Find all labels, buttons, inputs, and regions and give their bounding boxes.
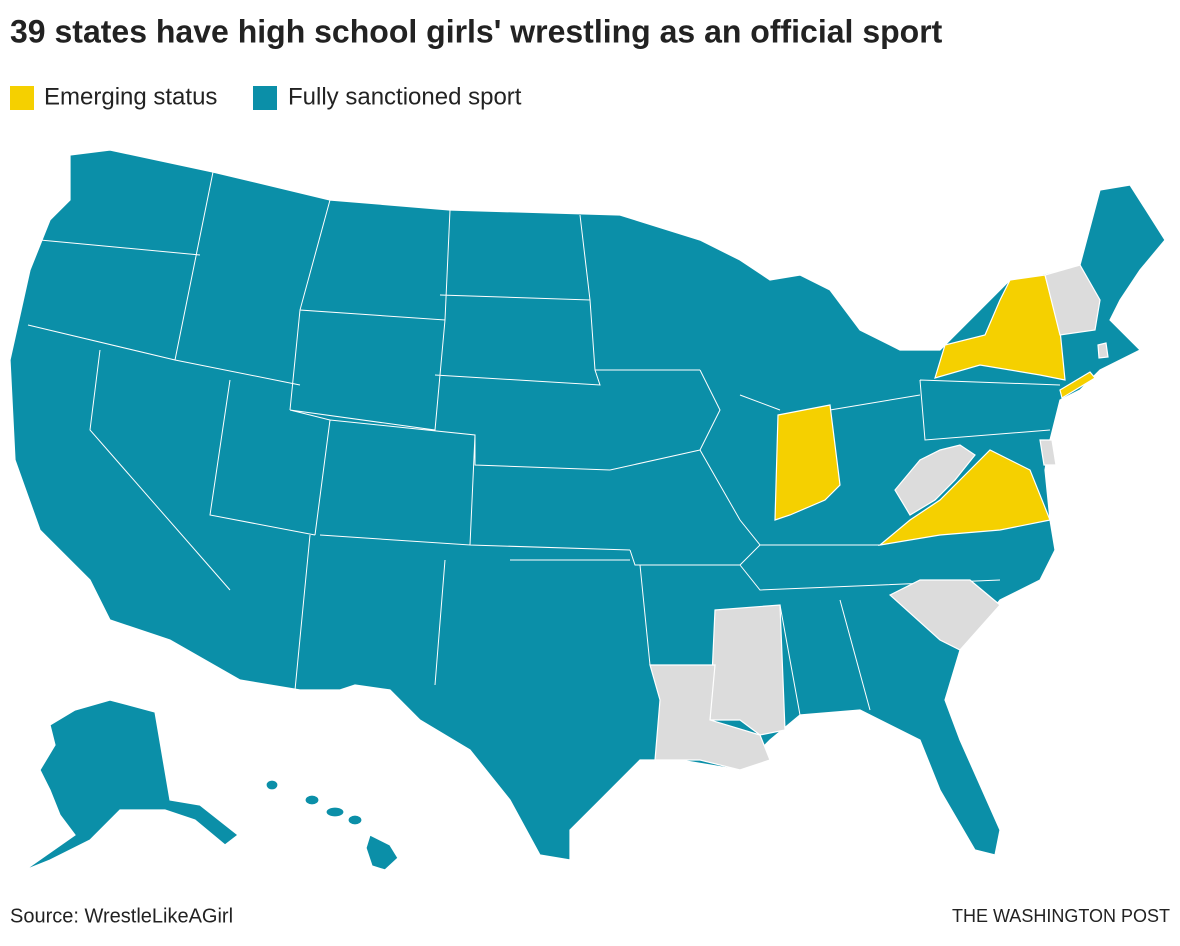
vermont-new-hampshire xyxy=(1044,264,1101,336)
south-carolina xyxy=(888,579,1001,651)
west-virginia xyxy=(894,444,976,516)
delaware xyxy=(1039,439,1057,466)
credit: THE WASHINGTON POST xyxy=(952,906,1170,926)
legend-swatch xyxy=(10,86,34,110)
alaska xyxy=(24,699,239,871)
hawaii xyxy=(265,779,399,871)
legend-swatch xyxy=(253,86,277,110)
legend-label: Emerging status xyxy=(44,83,217,110)
louisiana xyxy=(649,664,771,771)
state-borders xyxy=(27,171,1061,716)
legend-label: Fully sanctioned sport xyxy=(288,83,522,110)
source: Source: WrestleLikeAGirl xyxy=(10,905,233,927)
virginia xyxy=(877,449,1051,546)
indiana xyxy=(774,404,841,521)
mississippi xyxy=(709,604,786,736)
rhode-island xyxy=(1097,342,1109,359)
us-map xyxy=(9,149,1166,871)
title: 39 states have high school girls' wrestl… xyxy=(10,13,943,49)
